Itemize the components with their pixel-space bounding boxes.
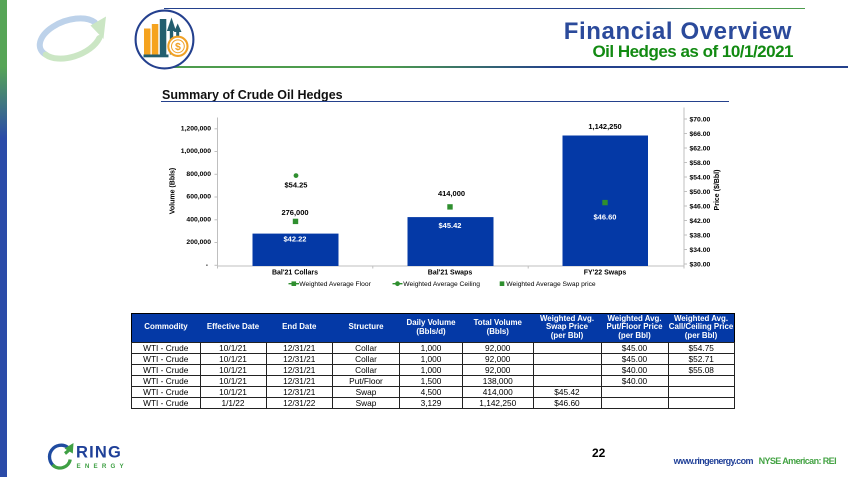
svg-text:$30.00: $30.00: [690, 261, 711, 268]
svg-text:$66.00: $66.00: [690, 131, 711, 138]
svg-text:$46.00: $46.00: [690, 203, 711, 210]
svg-text:Weighted Average Ceiling: Weighted Average Ceiling: [403, 281, 480, 288]
svg-text:400,000: 400,000: [186, 216, 211, 223]
svg-text:RING: RING: [76, 444, 122, 462]
svg-text:Weighted Average Swap price: Weighted Average Swap price: [506, 281, 596, 288]
svg-text:$42.00: $42.00: [690, 218, 711, 225]
svg-text:$38.00: $38.00: [690, 232, 711, 239]
svg-text:$45.42: $45.42: [439, 221, 462, 230]
svg-text:1,200,000: 1,200,000: [181, 125, 211, 132]
svg-text:200,000: 200,000: [186, 239, 211, 246]
svg-text:$54.25: $54.25: [285, 181, 308, 190]
svg-text:ENERGY: ENERGY: [77, 463, 128, 470]
svg-text:$: $: [175, 41, 181, 53]
svg-text:Weighted Average Floor: Weighted Average Floor: [299, 281, 371, 288]
svg-text:$70.00: $70.00: [690, 116, 711, 123]
svg-text:$50.00: $50.00: [690, 189, 711, 196]
svg-text:$46.60: $46.60: [594, 213, 617, 222]
svg-text:$34.00: $34.00: [690, 247, 711, 254]
svg-text:600,000: 600,000: [186, 194, 211, 201]
svg-text:$54.00: $54.00: [690, 174, 711, 181]
svg-text:FY'22 Swaps: FY'22 Swaps: [584, 269, 627, 276]
svg-text:$62.00: $62.00: [690, 145, 711, 152]
svg-text:-: -: [206, 262, 208, 269]
svg-text:Price ($/Bbl): Price ($/Bbl): [714, 170, 721, 211]
svg-text:$42.22: $42.22: [284, 234, 307, 243]
svg-text:414,000: 414,000: [438, 189, 465, 198]
svg-text:Bal'21 Swaps: Bal'21 Swaps: [428, 269, 473, 276]
svg-text:$58.00: $58.00: [690, 160, 711, 167]
svg-text:276,000: 276,000: [281, 208, 308, 217]
svg-text:1,000,000: 1,000,000: [181, 148, 211, 155]
svg-text:Volume (Bbls): Volume (Bbls): [170, 168, 177, 215]
svg-text:Bal'21 Collars: Bal'21 Collars: [272, 269, 318, 276]
svg-text:800,000: 800,000: [186, 171, 211, 178]
svg-text:1,142,250: 1,142,250: [588, 122, 621, 131]
